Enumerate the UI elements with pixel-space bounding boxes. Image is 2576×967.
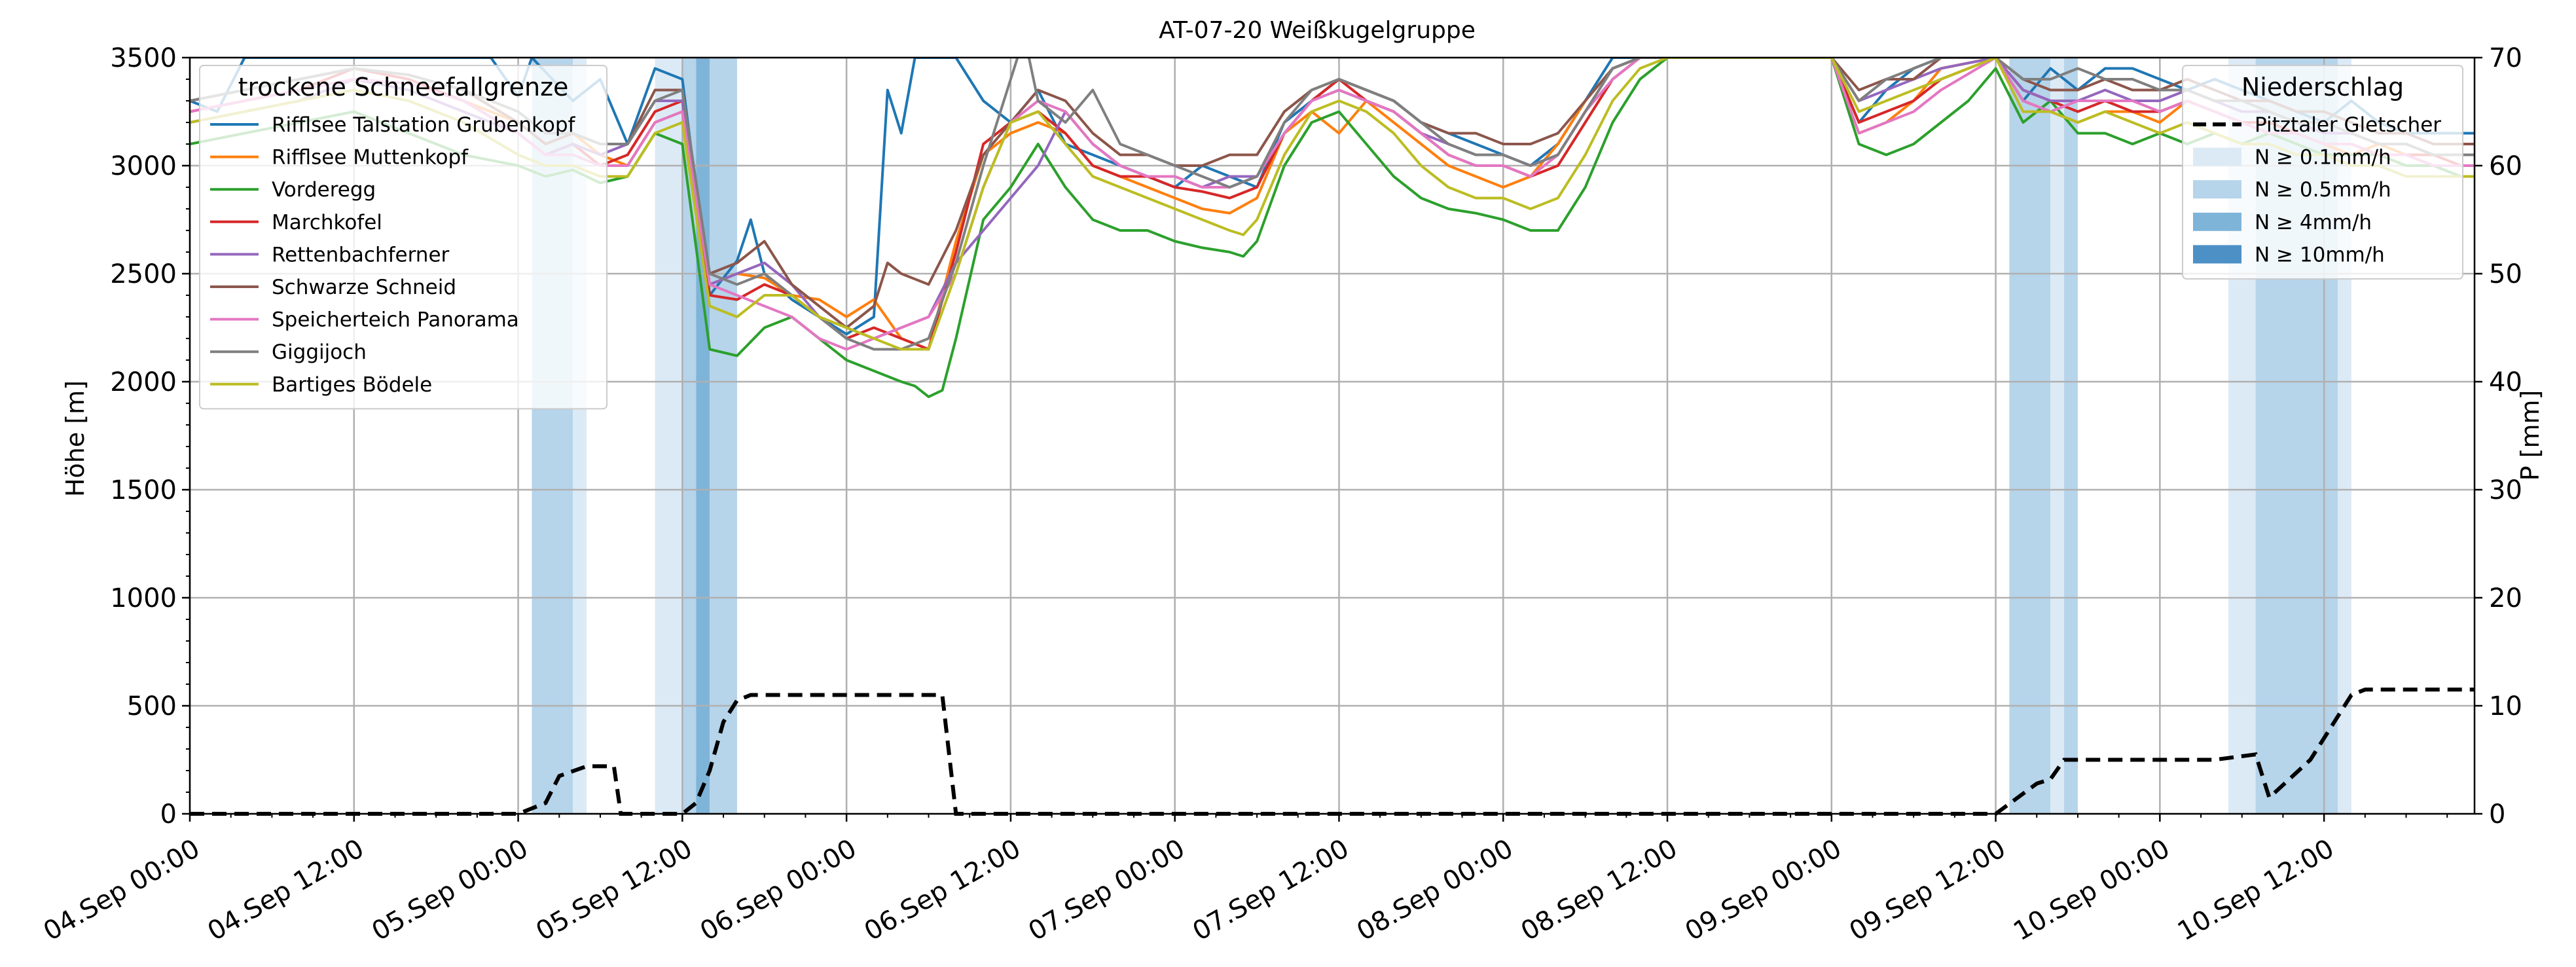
y2-tick-label: 70 [2489,43,2522,73]
y2-tick-label: 40 [2489,367,2522,397]
precip-band [710,58,737,814]
y2-tick-label: 10 [2489,691,2522,721]
y2-axis-label: P [mm] [2516,390,2545,481]
precip-band [2009,58,2051,814]
legend-snowline-items: Rifflsee Talstation Grubenkopf Rifflsee M… [210,113,576,397]
y-tick-label: 500 [127,691,177,721]
precip-band [696,58,710,814]
precip-band [2064,58,2078,814]
legend-precipitation-items: Pitztaler Gletscher N ≥ 0.1mm/h N ≥ 0.5mm/… [2193,113,2441,266]
y-tick-label: 2000 [110,367,177,397]
precip-band [682,58,697,814]
y2-tick-label: 50 [2489,259,2522,289]
y-tick-label: 0 [160,799,177,830]
y2-tick-label: 20 [2489,583,2522,613]
y-tick-label: 1500 [110,475,177,505]
y2-tick-label: 60 [2489,151,2522,181]
legend-label: Rettenbachferner [272,243,450,266]
legend-snowline-title: trockene Schneefallgrenze [238,73,569,101]
legend-label: Rifflsee Muttenkopf [272,146,469,170]
y-tick-label: 3500 [110,43,177,73]
legend-snowline-box [199,65,608,410]
series-line [190,58,2475,351]
precipitation-series [190,687,2475,816]
y-tick-label: 2500 [110,259,177,289]
series-line [190,58,2475,351]
legend-label: Vorderegg [272,178,376,202]
legend-precipitation-box [2182,65,2463,280]
legend-label: Schwarze Schneid [272,276,456,299]
snowline-series-group [190,58,2475,399]
legend-label: N ≥ 10mm/h [2255,243,2385,266]
legend-swatch [2193,180,2241,199]
legend-swatch [2193,147,2241,166]
chart-title: AT-07-20 Weißkugelgruppe [1159,17,1476,44]
series-line [190,58,2475,351]
y-tick-label: 1000 [110,583,177,613]
legend-precipitation-title: Niederschlag [2241,73,2404,101]
y-axis-label: Höhe [m] [61,380,90,497]
legend-label: Speicherteich Panorama [272,308,519,332]
legend-label: Rifflsee Talstation Grubenkopf [272,113,576,137]
legend-label: Marchkofel [272,211,382,234]
y2-tick-label: 30 [2489,475,2522,505]
y-tick-label: 3000 [110,151,177,181]
legend-label: N ≥ 0.5mm/h [2255,178,2391,202]
legend-label: Pitztaler Gletscher [2255,113,2441,137]
series-line [190,58,2475,399]
precip-band [2050,58,2065,814]
y2-tick-label: 0 [2489,799,2505,830]
precip-line [190,687,2475,816]
precip-band [655,58,683,814]
legend-snowline: trockene Schneefallgrenze Rifflsee Talst… [199,65,608,410]
legend-precipitation: Niederschlag Pitztaler Gletscher N ≥ 0.1m… [2182,65,2463,280]
legend-swatch [2193,212,2241,231]
legend-label: Giggijoch [272,340,367,364]
legend-label: N ≥ 0.1mm/h [2255,146,2391,170]
legend-label: N ≥ 4mm/h [2255,211,2372,234]
legend-label: Bartiges Bödele [272,373,432,397]
legend-swatch [2193,245,2241,264]
